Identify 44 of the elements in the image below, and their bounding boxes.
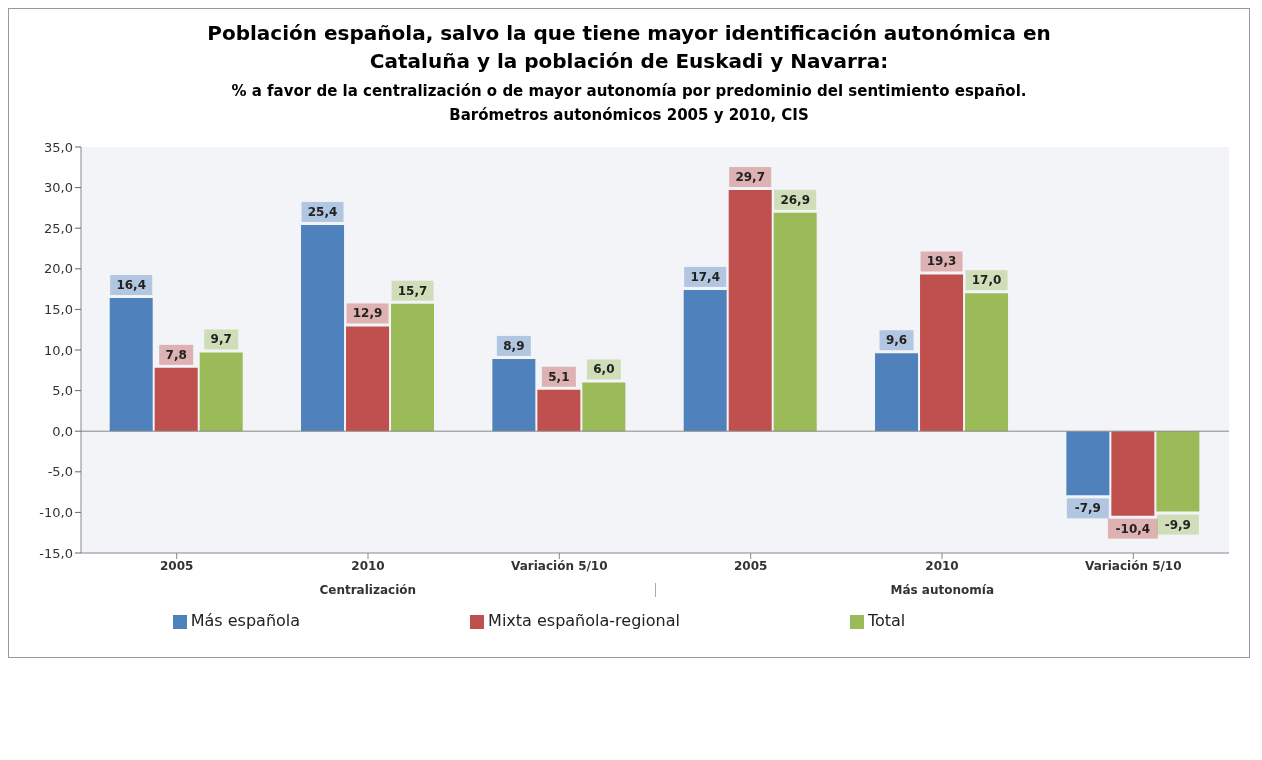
- y-tick-label: -5,0: [47, 464, 73, 480]
- data-label: 5,1: [548, 369, 570, 384]
- data-label: 17,4: [690, 269, 720, 284]
- x-tick-label: Variación 5/10: [511, 558, 608, 573]
- data-label: 25,4: [307, 204, 338, 219]
- x-tick-label: Variación 5/10: [1085, 558, 1182, 573]
- data-label: 6,0: [593, 362, 615, 377]
- data-label: 12,9: [352, 306, 383, 321]
- data-label: 9,7: [210, 332, 232, 347]
- bar: [728, 190, 772, 432]
- chart-subtitle: % a favor de la centralización o de mayor autonomía por predominio del sentimiento español. Barómetros autonómicos 2005 y 2010, CIS: [230, 81, 1028, 126]
- data-label: 15,7: [397, 283, 428, 298]
- y-tick-label: 5,0: [52, 383, 73, 399]
- y-tick-label: 25,0: [44, 220, 73, 236]
- y-tick-label: -10,0: [39, 505, 73, 521]
- legend-label: Total: [867, 611, 906, 630]
- data-label: 29,7: [735, 170, 765, 185]
- y-tick-label: 15,0: [44, 302, 73, 318]
- data-label: 7,8: [165, 347, 187, 362]
- bar: [109, 298, 153, 432]
- x-tick-label: 2005: [733, 558, 768, 573]
- y-tick-label: 0,0: [52, 423, 73, 439]
- data-label: 19,3: [926, 254, 957, 269]
- y-tick-label: 30,0: [44, 180, 73, 196]
- legend-label: Mixta española-regional: [488, 611, 680, 630]
- data-label: 16,4: [116, 278, 146, 293]
- text: Más autonomía: [654, 583, 1229, 597]
- data-label: 17,0: [971, 273, 1002, 288]
- data-label: 8,9: [503, 338, 525, 353]
- y-tick-label: -15,0: [39, 545, 73, 561]
- x-tick-label: 2010: [925, 558, 959, 573]
- data-label: -10,4: [1115, 521, 1151, 536]
- data-label: 9,6: [885, 333, 908, 348]
- y-tick-label: 10,0: [44, 342, 73, 358]
- y-tick-label: 35,0: [44, 139, 73, 155]
- x-tick-label: 2010: [351, 558, 385, 573]
- x-tick-label: 2005: [159, 558, 194, 573]
- legend-label: Más española: [190, 611, 301, 630]
- text: Centralización: [318, 583, 418, 597]
- data-label: -9,9: [1164, 517, 1191, 532]
- chart-title: Población española, salvo la que tiene mayor identificación autonómica en Cataluña y la población de Euskadi y Navarra:: [206, 20, 1052, 75]
- y-tick-label: 20,0: [44, 261, 73, 277]
- data-label: 26,9: [780, 192, 810, 207]
- data-label: -7,9: [1074, 501, 1101, 516]
